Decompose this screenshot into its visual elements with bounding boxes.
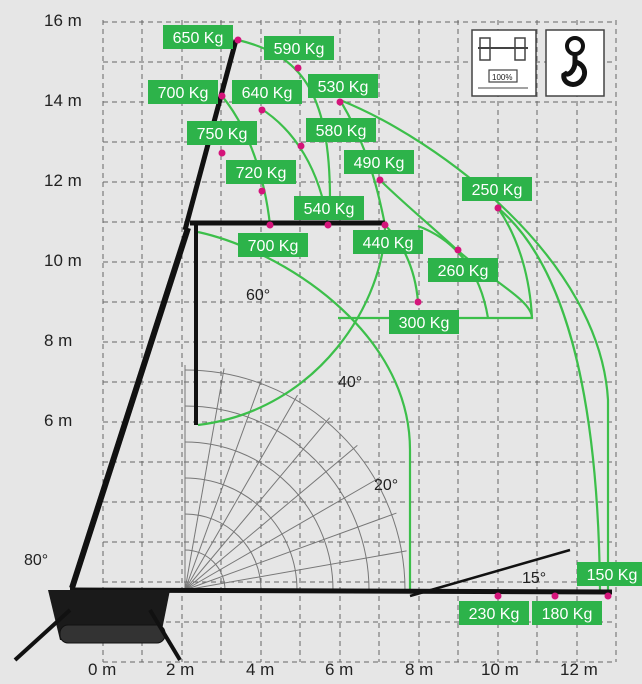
x-tick-label: 4 m (246, 660, 274, 679)
load-label-text: 440 Kg (363, 235, 414, 252)
load-label: 750 Kg (187, 121, 257, 145)
load-point (219, 93, 226, 100)
load-label-text: 250 Kg (472, 182, 523, 199)
load-label-text: 590 Kg (274, 41, 325, 58)
load-label: 700 Kg (238, 233, 308, 257)
load-label: 540 Kg (294, 196, 364, 220)
load-point (605, 593, 612, 600)
load-point (325, 222, 332, 229)
load-label: 150 Kg (577, 562, 642, 586)
load-label-text: 180 Kg (542, 606, 593, 623)
angle-label-60: 60° (246, 287, 270, 304)
load-label: 700 Kg (148, 80, 218, 104)
load-label-text: 150 Kg (587, 567, 638, 584)
load-point (455, 247, 462, 254)
load-label: 300 Kg (389, 310, 459, 334)
outrigger-100-icon: 100% (472, 30, 536, 96)
outrigger-percent-text: 100% (492, 73, 512, 82)
load-label-text: 640 Kg (242, 85, 293, 102)
load-point (298, 143, 305, 150)
load-label-text: 300 Kg (399, 315, 450, 332)
load-point (337, 99, 344, 106)
load-label-text: 530 Kg (318, 79, 369, 96)
load-label: 640 Kg (232, 80, 302, 104)
x-tick-label: 10 m (481, 660, 519, 679)
load-label: 260 Kg (428, 258, 498, 282)
load-label-text: 230 Kg (469, 606, 520, 623)
crane-hook-icon (546, 30, 604, 96)
load-label-text: 750 Kg (197, 126, 248, 143)
load-label-text: 580 Kg (316, 123, 367, 140)
load-point (267, 222, 274, 229)
crane-track (60, 625, 165, 643)
load-point (235, 37, 242, 44)
load-label-text: 700 Kg (248, 238, 299, 255)
x-axis: 0 m 2 m 4 m 6 m 8 m 10 m 12 m (88, 660, 598, 679)
load-point (415, 299, 422, 306)
y-tick-label: 14 m (44, 91, 82, 110)
x-tick-label: 2 m (166, 660, 194, 679)
y-tick-label: 12 m (44, 171, 82, 190)
load-label-text: 650 Kg (173, 30, 224, 47)
load-curve (498, 208, 600, 590)
x-tick-label: 8 m (405, 660, 433, 679)
y-axis: 16 m 14 m 12 m 10 m 8 m 6 m (44, 11, 82, 430)
x-tick-label: 12 m (560, 660, 598, 679)
load-label: 490 Kg (344, 150, 414, 174)
y-tick-label: 16 m (44, 11, 82, 30)
load-point (382, 222, 389, 229)
load-point (259, 107, 266, 114)
load-label: 440 Kg (353, 230, 423, 254)
load-label-text: 720 Kg (236, 165, 287, 182)
y-tick-label: 8 m (44, 331, 72, 350)
load-label: 580 Kg (306, 118, 376, 142)
load-label-text: 540 Kg (304, 201, 355, 218)
load-label: 250 Kg (462, 177, 532, 201)
load-point (219, 150, 226, 157)
load-point (495, 205, 502, 212)
load-label-text: 700 Kg (158, 85, 209, 102)
load-label: 530 Kg (308, 74, 378, 98)
load-point (495, 593, 502, 600)
load-point (552, 593, 559, 600)
angle-label-40: 40° (338, 374, 362, 391)
angle-label-20: 20° (374, 477, 398, 494)
y-tick-label: 6 m (44, 411, 72, 430)
load-label: 650 Kg (163, 25, 233, 49)
load-point (377, 177, 384, 184)
load-label-text: 260 Kg (438, 263, 489, 280)
angle-label-80: 80° (24, 552, 48, 569)
grid (103, 20, 616, 662)
angle-label-15: 15° (522, 570, 546, 587)
load-label: 720 Kg (226, 160, 296, 184)
load-label: 230 Kg (459, 601, 529, 625)
load-label: 590 Kg (264, 36, 334, 60)
load-label: 180 Kg (532, 601, 602, 625)
boom-main (72, 228, 188, 588)
load-label-text: 490 Kg (354, 155, 405, 172)
load-point (259, 188, 266, 195)
y-tick-label: 10 m (44, 251, 82, 270)
load-point (295, 65, 302, 72)
x-tick-label: 6 m (325, 660, 353, 679)
x-tick-label: 0 m (88, 660, 116, 679)
